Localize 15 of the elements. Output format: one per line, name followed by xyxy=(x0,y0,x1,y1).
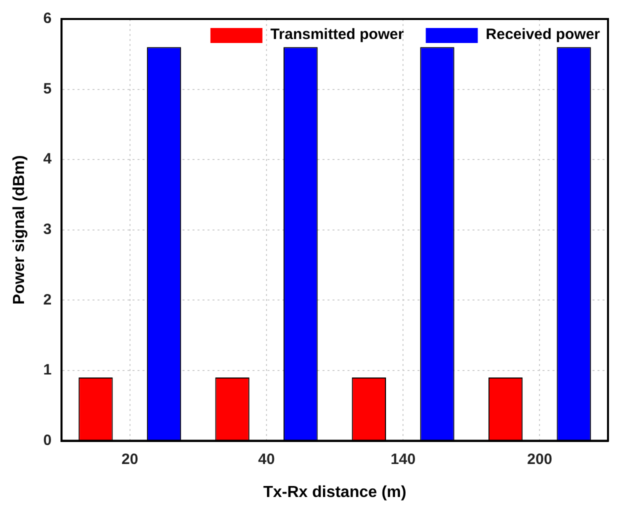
y-tick-label: 1 xyxy=(43,362,52,379)
x-tick-label: 40 xyxy=(258,450,275,468)
y-tick-label: 0 xyxy=(43,432,52,449)
legend-label: Received power xyxy=(486,26,600,44)
legend-label: Transmitted power xyxy=(270,26,404,44)
y-tick-label: 3 xyxy=(43,221,52,238)
y-tick-label: 6 xyxy=(43,10,52,28)
x-tick-label: 140 xyxy=(390,450,416,468)
x-tick-label: 20 xyxy=(122,450,138,468)
y-axis-title: Power signal (dBm) xyxy=(11,155,28,305)
x-tick-label: 200 xyxy=(527,450,552,468)
y-tick-label: 4 xyxy=(43,150,52,168)
y-tick-label: 2 xyxy=(43,291,52,308)
x-axis-title: Tx-Rx distance (m) xyxy=(263,484,406,501)
y-tick-label: 5 xyxy=(43,80,52,98)
